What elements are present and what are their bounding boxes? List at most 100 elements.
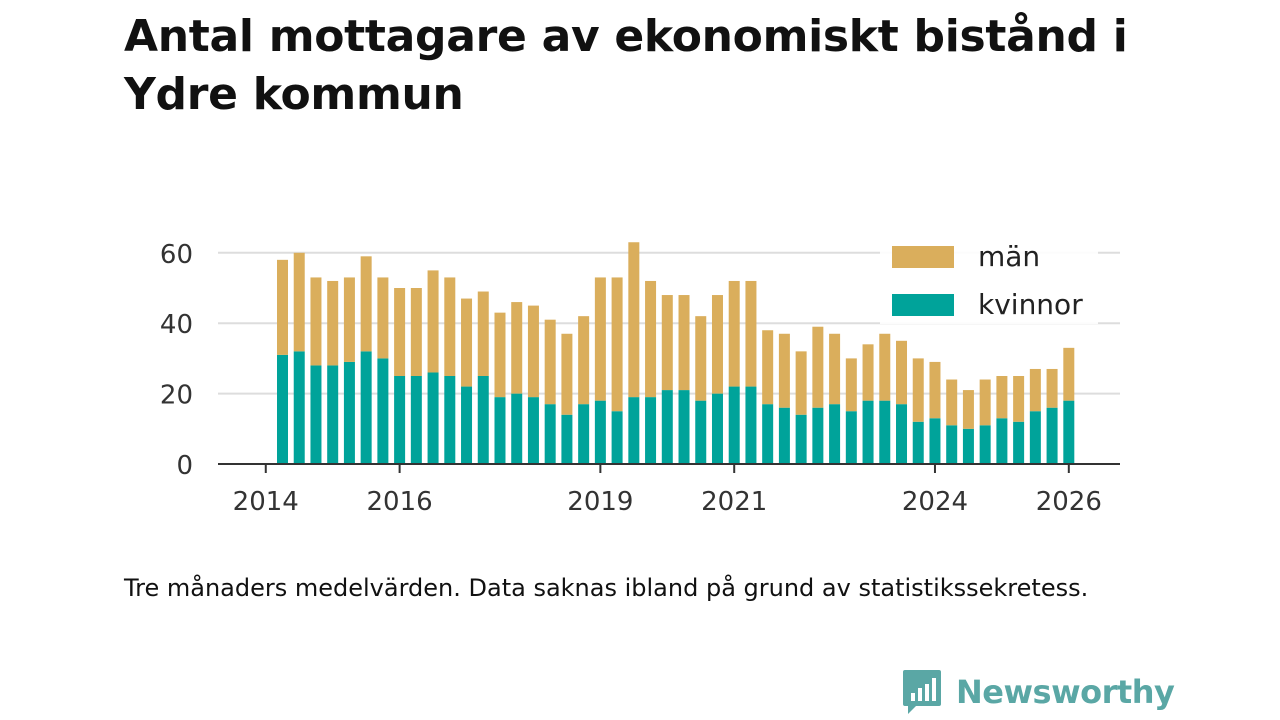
bar-kvinnor <box>628 397 640 464</box>
bar-man <box>310 277 322 366</box>
bar-kvinnor <box>561 414 573 464</box>
bar-man <box>946 379 958 426</box>
bar-man <box>1029 368 1041 412</box>
x-tick-label: 2026 <box>1036 487 1102 517</box>
brand-name: Newsworthy <box>956 673 1175 711</box>
y-tick-label: 40 <box>160 310 193 340</box>
bar-man <box>829 333 841 405</box>
bar-man <box>996 376 1008 419</box>
bar-man <box>527 305 539 398</box>
bar-man <box>544 319 556 405</box>
bar-man <box>628 242 640 398</box>
newsworthy-logo-icon <box>903 670 941 714</box>
bar-man <box>377 277 389 359</box>
bar-man <box>762 330 774 405</box>
legend-swatch <box>892 294 954 316</box>
bar-kvinnor <box>394 376 406 464</box>
chart-footnote: Tre månaders medelvärden. Data saknas ib… <box>124 574 1089 602</box>
bar-man <box>594 277 606 401</box>
bar-kvinnor <box>310 365 322 464</box>
bar-man <box>444 277 456 376</box>
bar-kvinnor <box>444 376 456 464</box>
bar-man <box>427 270 439 373</box>
bar-kvinnor <box>996 418 1008 464</box>
bar-kvinnor <box>979 425 991 464</box>
bar-man <box>879 333 891 401</box>
bar-kvinnor <box>862 400 874 464</box>
y-tick-label: 60 <box>160 240 193 270</box>
bar-man <box>1013 376 1025 422</box>
bar-kvinnor <box>1046 407 1058 464</box>
legend-label: män <box>978 240 1040 273</box>
bar-kvinnor <box>461 386 473 464</box>
bar-man <box>661 295 673 391</box>
bar-kvinnor <box>494 397 506 464</box>
y-tick-label: 0 <box>176 451 193 481</box>
bar-man <box>477 291 489 376</box>
y-tick-label: 20 <box>160 381 193 411</box>
bar-kvinnor <box>410 376 422 464</box>
bar-man <box>812 326 824 408</box>
bar-kvinnor <box>946 425 958 464</box>
x-tick-label: 2021 <box>701 487 767 517</box>
bar-kvinnor <box>594 400 606 464</box>
bar-man <box>293 252 305 352</box>
bar-series <box>277 242 1075 464</box>
bar-man <box>511 302 523 394</box>
bar-man <box>979 379 991 426</box>
bar-kvinnor <box>1029 411 1041 464</box>
bar-man <box>461 298 473 387</box>
bar-man <box>695 316 707 401</box>
bar-kvinnor <box>327 365 339 464</box>
bar-kvinnor <box>477 376 489 464</box>
bar-kvinnor <box>678 390 690 464</box>
bar-man <box>912 358 924 422</box>
bar-man <box>1046 368 1058 408</box>
bar-kvinnor <box>879 400 891 464</box>
bar-kvinnor <box>277 354 288 464</box>
bar-man <box>561 333 573 415</box>
bar-kvinnor <box>661 390 673 464</box>
legend-swatch <box>892 246 954 268</box>
bar-kvinnor <box>511 393 523 464</box>
x-tick-label: 2016 <box>367 487 433 517</box>
bar-kvinnor <box>762 404 774 464</box>
bar-man <box>1063 347 1075 401</box>
bar-kvinnor <box>544 404 556 464</box>
bar-man <box>678 295 690 391</box>
bar-man <box>862 344 874 401</box>
bar-man <box>778 333 790 408</box>
bar-kvinnor <box>611 411 623 464</box>
bar-man <box>962 390 974 429</box>
bar-kvinnor <box>695 400 707 464</box>
bar-kvinnor <box>645 397 657 464</box>
bar-kvinnor <box>778 407 790 464</box>
bar-kvinnor <box>360 351 372 464</box>
bar-man <box>611 277 623 412</box>
legend-label: kvinnor <box>978 288 1083 321</box>
bar-man <box>711 295 723 394</box>
bar-man <box>360 256 372 352</box>
bar-man <box>929 361 941 419</box>
brand-logo: Newsworthy <box>902 668 1175 716</box>
bar-man <box>343 277 355 362</box>
bar-kvinnor <box>829 404 841 464</box>
bar-kvinnor <box>728 386 740 464</box>
chart-title: Antal mottagare av ekonomiskt bistånd i … <box>124 11 1128 120</box>
x-tick-label: 2019 <box>567 487 633 517</box>
bar-kvinnor <box>711 393 723 464</box>
axes: 0 20 40 60 2014 2016 2019 2021 2024 2026 <box>160 240 1120 517</box>
bar-man <box>327 280 339 366</box>
bar-kvinnor <box>896 404 908 464</box>
bar-man <box>394 288 406 376</box>
bar-kvinnor <box>929 418 941 464</box>
bar-kvinnor <box>1013 421 1025 464</box>
bar-kvinnor <box>578 404 590 464</box>
bar-kvinnor <box>343 361 355 464</box>
stacked-bar-chart: 0 20 40 60 2014 2016 2019 2021 2024 2026 män kvinn… <box>159 239 1120 517</box>
bar-kvinnor <box>1063 400 1075 464</box>
bar-kvinnor <box>912 421 924 464</box>
bar-man <box>795 351 807 415</box>
bar-man <box>645 280 657 398</box>
bar-man <box>277 259 288 355</box>
